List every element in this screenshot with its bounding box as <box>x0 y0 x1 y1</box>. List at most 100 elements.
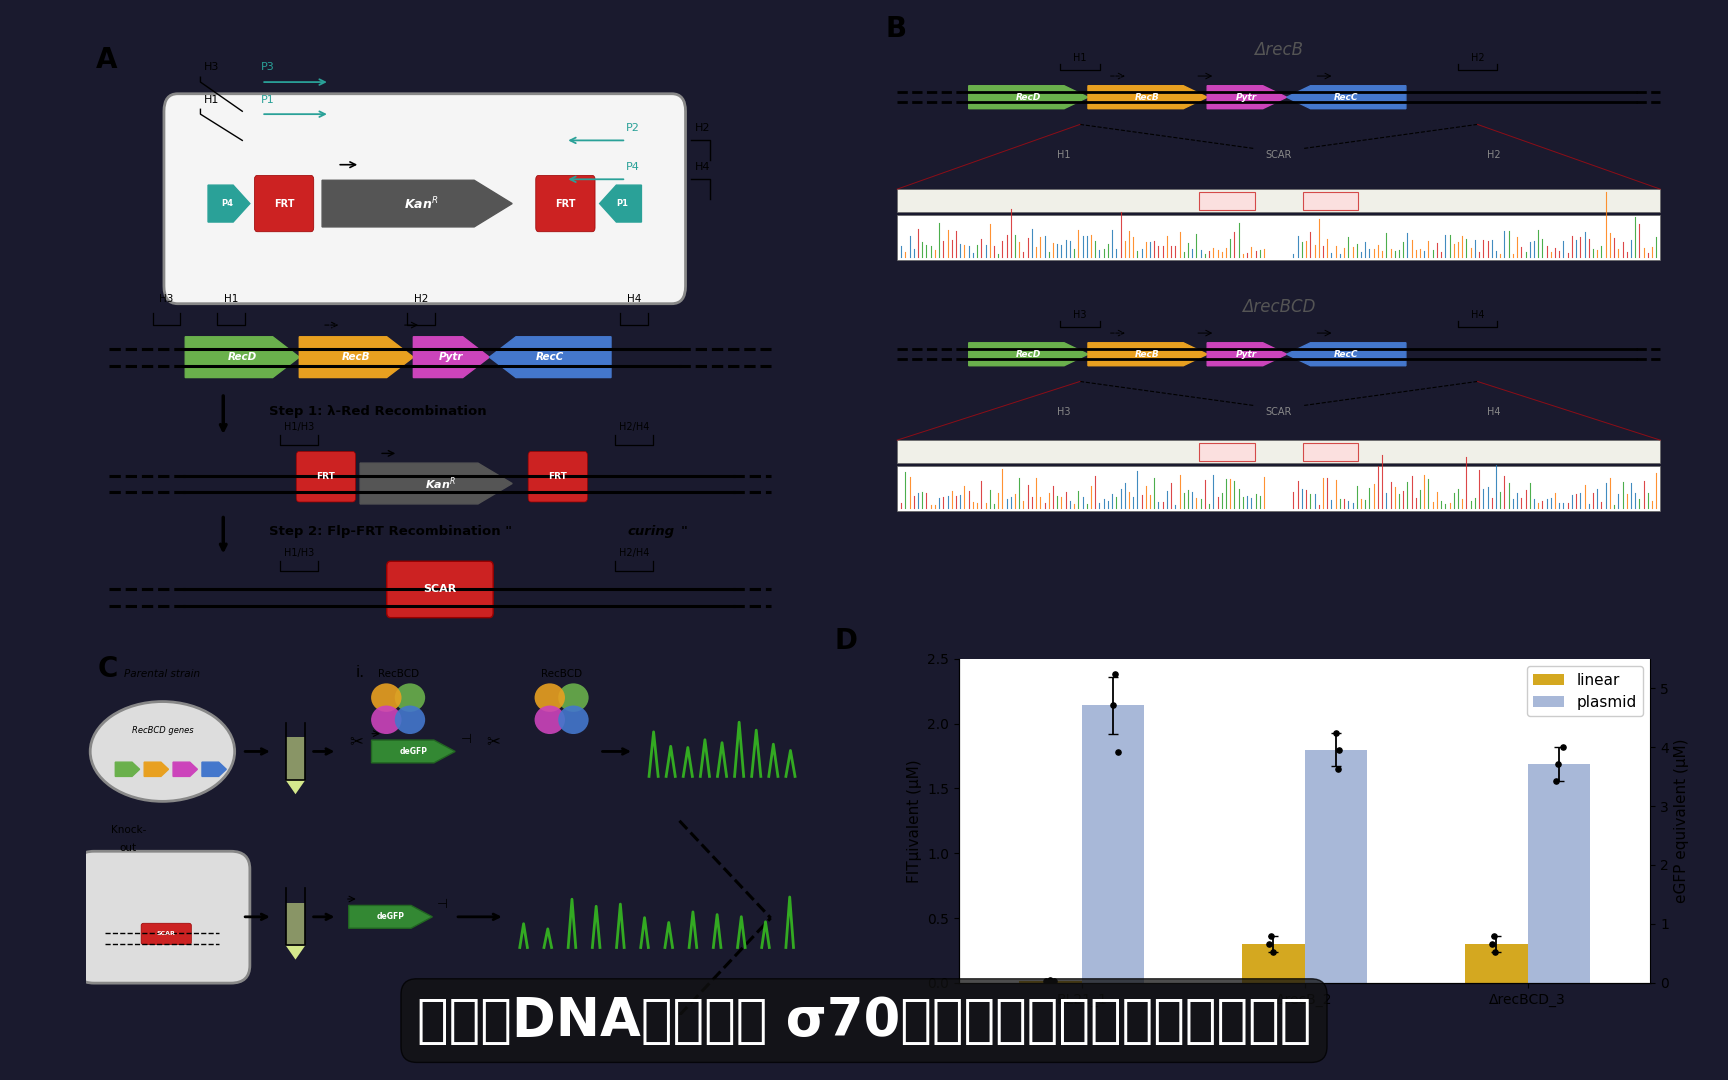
FancyArrow shape <box>349 905 432 928</box>
Text: FRT: FRT <box>316 472 335 482</box>
Text: RecBCD: RecBCD <box>541 669 582 678</box>
Text: P1: P1 <box>617 199 629 208</box>
Text: H4: H4 <box>1471 310 1484 320</box>
Text: Step 1: λ-Red Recombination: Step 1: λ-Red Recombination <box>270 405 487 418</box>
FancyArrow shape <box>143 762 169 777</box>
Circle shape <box>534 684 565 712</box>
Bar <box>285 903 306 945</box>
Text: Step 2: Flp-FRT Recombination ": Step 2: Flp-FRT Recombination " <box>270 525 511 538</box>
Text: ⊣: ⊣ <box>437 899 448 912</box>
Point <box>1550 739 1578 756</box>
Text: RecC: RecC <box>536 352 565 362</box>
Point <box>1040 972 1068 989</box>
Text: RecB: RecB <box>1135 93 1159 102</box>
Circle shape <box>394 684 425 712</box>
Text: H4: H4 <box>627 294 641 303</box>
Text: Pytr: Pytr <box>1236 93 1258 102</box>
FancyArrow shape <box>116 762 140 777</box>
Y-axis label: FITμivalent (μM): FITμivalent (μM) <box>907 759 921 882</box>
Text: H3: H3 <box>1058 407 1071 417</box>
FancyArrow shape <box>299 337 413 378</box>
Point <box>1255 935 1282 953</box>
FancyBboxPatch shape <box>74 851 251 983</box>
Text: RecB: RecB <box>342 352 370 362</box>
Text: ✂: ✂ <box>349 732 363 750</box>
Polygon shape <box>285 945 306 960</box>
Point <box>1037 972 1064 989</box>
FancyBboxPatch shape <box>529 451 588 502</box>
FancyArrow shape <box>202 762 226 777</box>
Circle shape <box>534 705 565 734</box>
FancyArrow shape <box>969 85 1089 109</box>
FancyArrow shape <box>207 185 251 222</box>
Text: RecC: RecC <box>1334 350 1358 359</box>
Point <box>1325 741 1353 758</box>
FancyArrow shape <box>1089 342 1208 366</box>
Text: ΔrecB: ΔrecB <box>1255 41 1303 59</box>
Bar <box>285 738 306 780</box>
Text: H2/H4: H2/H4 <box>619 549 650 558</box>
Circle shape <box>558 705 589 734</box>
Text: Parental strain: Parental strain <box>124 669 200 678</box>
FancyBboxPatch shape <box>295 451 356 502</box>
FancyBboxPatch shape <box>142 923 192 945</box>
Text: H1: H1 <box>1073 53 1087 63</box>
Bar <box>1082 705 1144 983</box>
Text: H2: H2 <box>695 123 710 133</box>
Text: i.: i. <box>356 664 365 679</box>
Text: P3: P3 <box>261 63 275 72</box>
Point <box>1481 943 1509 960</box>
Text: SCAR: SCAR <box>423 584 456 594</box>
Point <box>1256 928 1284 945</box>
Point <box>1541 772 1569 789</box>
Bar <box>1242 944 1305 983</box>
Text: H1: H1 <box>1058 150 1071 160</box>
Text: ΔrecBCD: ΔrecBCD <box>1242 298 1315 316</box>
Text: H2/H4: H2/H4 <box>619 422 650 432</box>
FancyArrow shape <box>1287 342 1407 366</box>
Text: Pytr: Pytr <box>439 352 463 362</box>
Text: H3: H3 <box>204 63 219 72</box>
Bar <box>897 215 1661 260</box>
Text: H2: H2 <box>1471 53 1484 63</box>
Text: C: C <box>98 654 118 683</box>
Text: Kan$^R$: Kan$^R$ <box>404 195 439 212</box>
Text: H1/H3: H1/H3 <box>283 422 314 432</box>
Text: FRT: FRT <box>548 472 567 482</box>
Bar <box>897 189 1661 212</box>
Text: D: D <box>835 627 857 656</box>
Text: P1: P1 <box>261 95 275 106</box>
Y-axis label: eGFP equivalent (μM): eGFP equivalent (μM) <box>1674 739 1690 903</box>
Text: Pytr: Pytr <box>1236 350 1258 359</box>
Text: ⊣: ⊣ <box>461 733 472 746</box>
FancyBboxPatch shape <box>164 94 686 303</box>
Point <box>1477 935 1505 953</box>
FancyArrow shape <box>372 740 454 762</box>
Bar <box>897 467 1661 512</box>
Point <box>1101 665 1128 683</box>
FancyArrow shape <box>173 762 197 777</box>
Text: P4: P4 <box>221 199 233 208</box>
Bar <box>1020 981 1082 983</box>
Text: H1/H3: H1/H3 <box>283 549 314 558</box>
Text: H4: H4 <box>695 162 710 172</box>
Text: RecBCD: RecBCD <box>378 669 418 678</box>
Text: H3: H3 <box>159 294 173 303</box>
Bar <box>1465 944 1528 983</box>
Text: Knock-: Knock- <box>111 825 145 836</box>
Text: H1: H1 <box>223 294 238 303</box>
Point <box>1260 943 1287 960</box>
Point <box>1324 760 1351 778</box>
Bar <box>1303 191 1358 210</box>
Text: H1: H1 <box>204 95 219 106</box>
Text: SCAR: SCAR <box>1265 407 1293 417</box>
Circle shape <box>558 684 589 712</box>
FancyArrow shape <box>1287 85 1407 109</box>
Text: FRT: FRT <box>273 199 294 208</box>
Text: RecB: RecB <box>1135 350 1159 359</box>
Point <box>1481 928 1509 945</box>
Point <box>1322 724 1350 741</box>
Text: P2: P2 <box>626 123 639 133</box>
Text: RecD: RecD <box>1016 350 1040 359</box>
Text: ": " <box>681 525 688 538</box>
